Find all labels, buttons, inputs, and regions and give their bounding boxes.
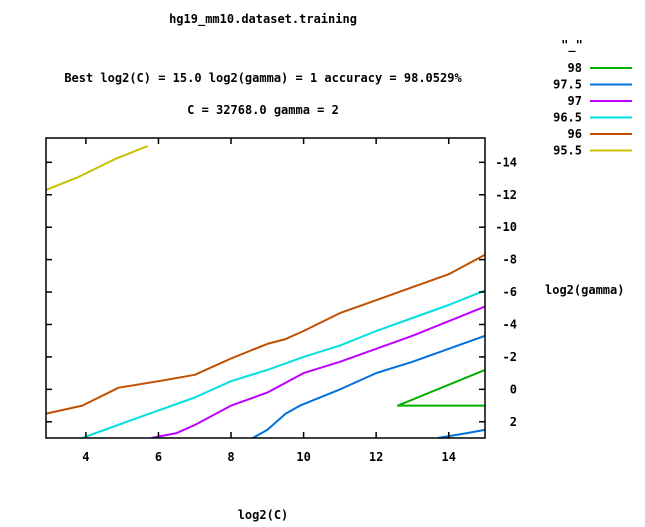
series-line-97-0 <box>151 305 485 438</box>
series-line-96-0 <box>46 253 485 415</box>
x-tick-label: 14 <box>441 450 455 464</box>
legend: 98 97.5 97 96.5 96 95.5 <box>553 61 632 158</box>
legend-title: "_" <box>561 38 583 53</box>
x-tick-label: 4 <box>82 450 89 464</box>
y-tick-label: -4 <box>503 317 517 331</box>
x-tick-label: 6 <box>155 450 162 464</box>
legend-label-96-5: 96.5 <box>553 111 582 125</box>
series-line-96-5-0 <box>81 289 485 438</box>
series-line-97-5-0 <box>252 334 485 438</box>
chart-subtitle-params: C = 32768.0 gamma = 2 <box>187 103 339 117</box>
chart-title: hg19_mm10.dataset.training <box>169 12 357 27</box>
y-tick-label: 2 <box>510 415 517 429</box>
series-line-98-0 <box>396 368 485 407</box>
legend-label-95-5: 95.5 <box>553 144 582 158</box>
legend-label-97: 97 <box>568 94 582 108</box>
x-tick-label: 10 <box>296 450 310 464</box>
chart-subtitle-best: Best log2(C) = 15.0 log2(gamma) = 1 accu… <box>64 71 462 85</box>
y-tick-label: -12 <box>495 188 517 202</box>
y-tick-label: -6 <box>503 285 517 299</box>
series-line-95-5-0 <box>46 145 148 191</box>
legend-label-97-5: 97.5 <box>553 78 582 92</box>
y-tick-label: -10 <box>495 220 517 234</box>
x-axis-label: log2(C) <box>238 508 289 522</box>
x-tick-label: 8 <box>227 450 234 464</box>
y-tick-label: 0 <box>510 382 517 396</box>
y-axis-label: log2(gamma) <box>545 283 624 297</box>
series-group <box>46 145 485 438</box>
x-tick-label: 12 <box>369 450 383 464</box>
plot-area: 4 6 8 10 12 14 2 0 -2 -4 -6 -8 -10 -12 -14 <box>45 137 517 464</box>
y-tick-label: -8 <box>503 253 517 267</box>
y-tick-label: -2 <box>503 350 517 364</box>
plot-frame <box>45 137 486 439</box>
legend-label-96: 96 <box>568 127 582 141</box>
series-line-97-5-1 <box>437 428 485 438</box>
y-tick-label: -14 <box>495 155 517 169</box>
legend-label-98: 98 <box>568 61 582 75</box>
